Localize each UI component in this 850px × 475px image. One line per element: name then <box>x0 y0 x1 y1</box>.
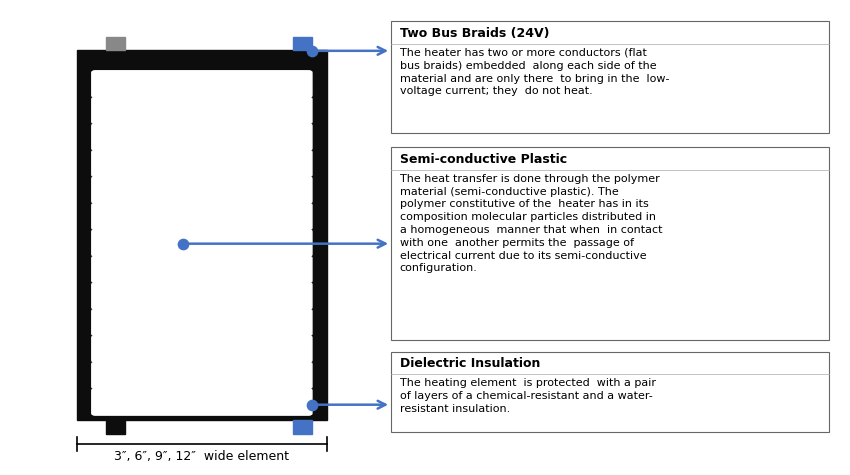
Bar <box>391 352 829 432</box>
FancyBboxPatch shape <box>92 230 312 256</box>
Text: 3″, 6″, 9″, 12″  wide element: 3″, 6″, 9″, 12″ wide element <box>115 450 289 463</box>
Text: Two Bus Braids (24V): Two Bus Braids (24V) <box>400 27 549 40</box>
Bar <box>106 37 125 50</box>
Point <box>176 240 190 247</box>
FancyBboxPatch shape <box>92 283 312 309</box>
Text: The heater has two or more conductors (flat
bus braids) embedded  along each sid: The heater has two or more conductors (f… <box>400 48 669 96</box>
Text: Semi-conductive Plastic: Semi-conductive Plastic <box>400 153 567 166</box>
Bar <box>293 420 312 434</box>
FancyBboxPatch shape <box>92 389 312 415</box>
Bar <box>76 50 327 420</box>
FancyBboxPatch shape <box>92 177 312 203</box>
Bar <box>391 147 829 340</box>
FancyBboxPatch shape <box>92 97 312 124</box>
FancyBboxPatch shape <box>92 309 312 336</box>
FancyBboxPatch shape <box>92 124 312 150</box>
FancyBboxPatch shape <box>92 256 312 283</box>
Bar <box>106 420 125 434</box>
Text: The heating element  is protected  with a pair
of layers of a chemical-resistant: The heating element is protected with a … <box>400 378 655 414</box>
FancyBboxPatch shape <box>92 362 312 389</box>
FancyBboxPatch shape <box>92 150 312 177</box>
FancyBboxPatch shape <box>92 203 312 230</box>
FancyBboxPatch shape <box>92 336 312 362</box>
Bar <box>293 37 312 50</box>
Point <box>305 47 319 55</box>
Bar <box>391 21 829 133</box>
Text: The heat transfer is done through the polymer
material (semi-conductive plastic): The heat transfer is done through the po… <box>400 174 662 274</box>
Point <box>305 401 319 408</box>
Text: Dielectric Insulation: Dielectric Insulation <box>400 357 540 370</box>
FancyBboxPatch shape <box>92 71 312 97</box>
